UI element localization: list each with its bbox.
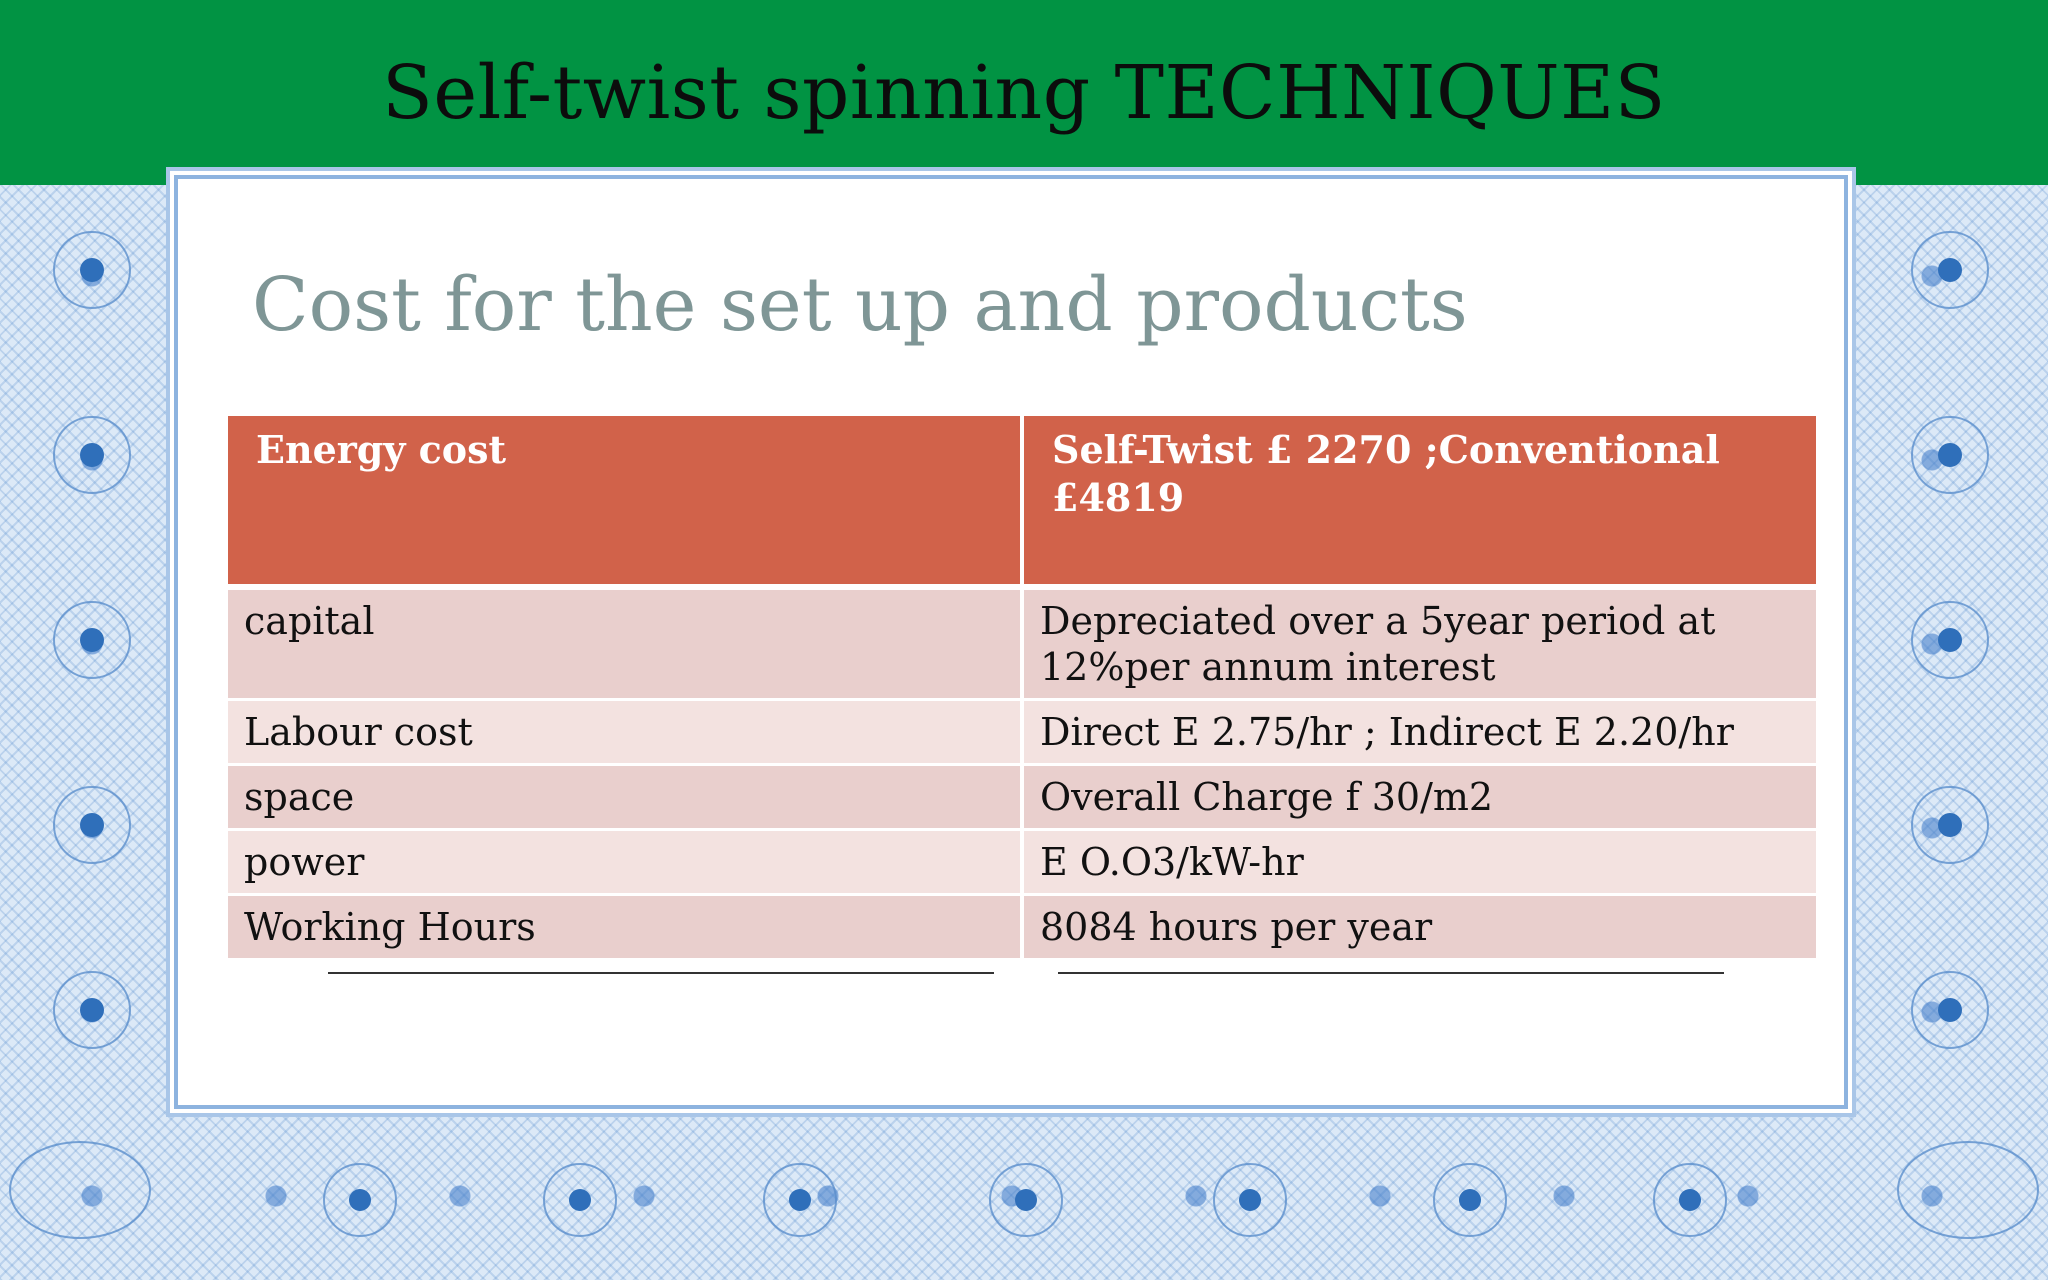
table-header-cell: Self-Twist £ 2270 ;Conventional £4819: [1022, 416, 1816, 590]
table-cell: space: [228, 764, 1024, 831]
slide-title: Self-twist spinning TECHNIQUES: [382, 49, 1666, 136]
divider-line-right: [1058, 972, 1724, 974]
table-row: Working Hours 8084 hours per year: [228, 894, 1816, 961]
table-cell: Overall Charge f 30/m2: [1022, 764, 1816, 831]
table-header-cell: Energy cost: [228, 416, 1024, 590]
cost-table: Energy cost Self-Twist £ 2270 ;Conventio…: [228, 416, 1816, 961]
table-row: power E O.O3/kW-hr: [228, 829, 1816, 896]
table-cell: capital: [228, 587, 1024, 701]
title-bar: Self-twist spinning TECHNIQUES: [0, 0, 2048, 185]
table-cell: Labour cost: [228, 699, 1024, 766]
table-cell: 8084 hours per year: [1022, 894, 1816, 961]
slide-subtitle: Cost for the set up and products: [252, 262, 1468, 348]
table-row: Labour cost Direct E 2.75/hr ; Indirect …: [228, 699, 1816, 766]
table-row: space Overall Charge f 30/m2: [228, 764, 1816, 831]
table-cell: Working Hours: [228, 894, 1024, 961]
table-cell: E O.O3/kW-hr: [1022, 829, 1816, 896]
table-header-row: Energy cost Self-Twist £ 2270 ;Conventio…: [228, 416, 1816, 590]
divider-line-left: [328, 972, 994, 974]
table-cell: Direct E 2.75/hr ; Indirect E 2.20/hr: [1022, 699, 1816, 766]
table-cell: Depreciated over a 5year period at 12%pe…: [1022, 587, 1816, 701]
table-row: capital Depreciated over a 5year period …: [228, 587, 1816, 701]
table-cell: power: [228, 829, 1024, 896]
